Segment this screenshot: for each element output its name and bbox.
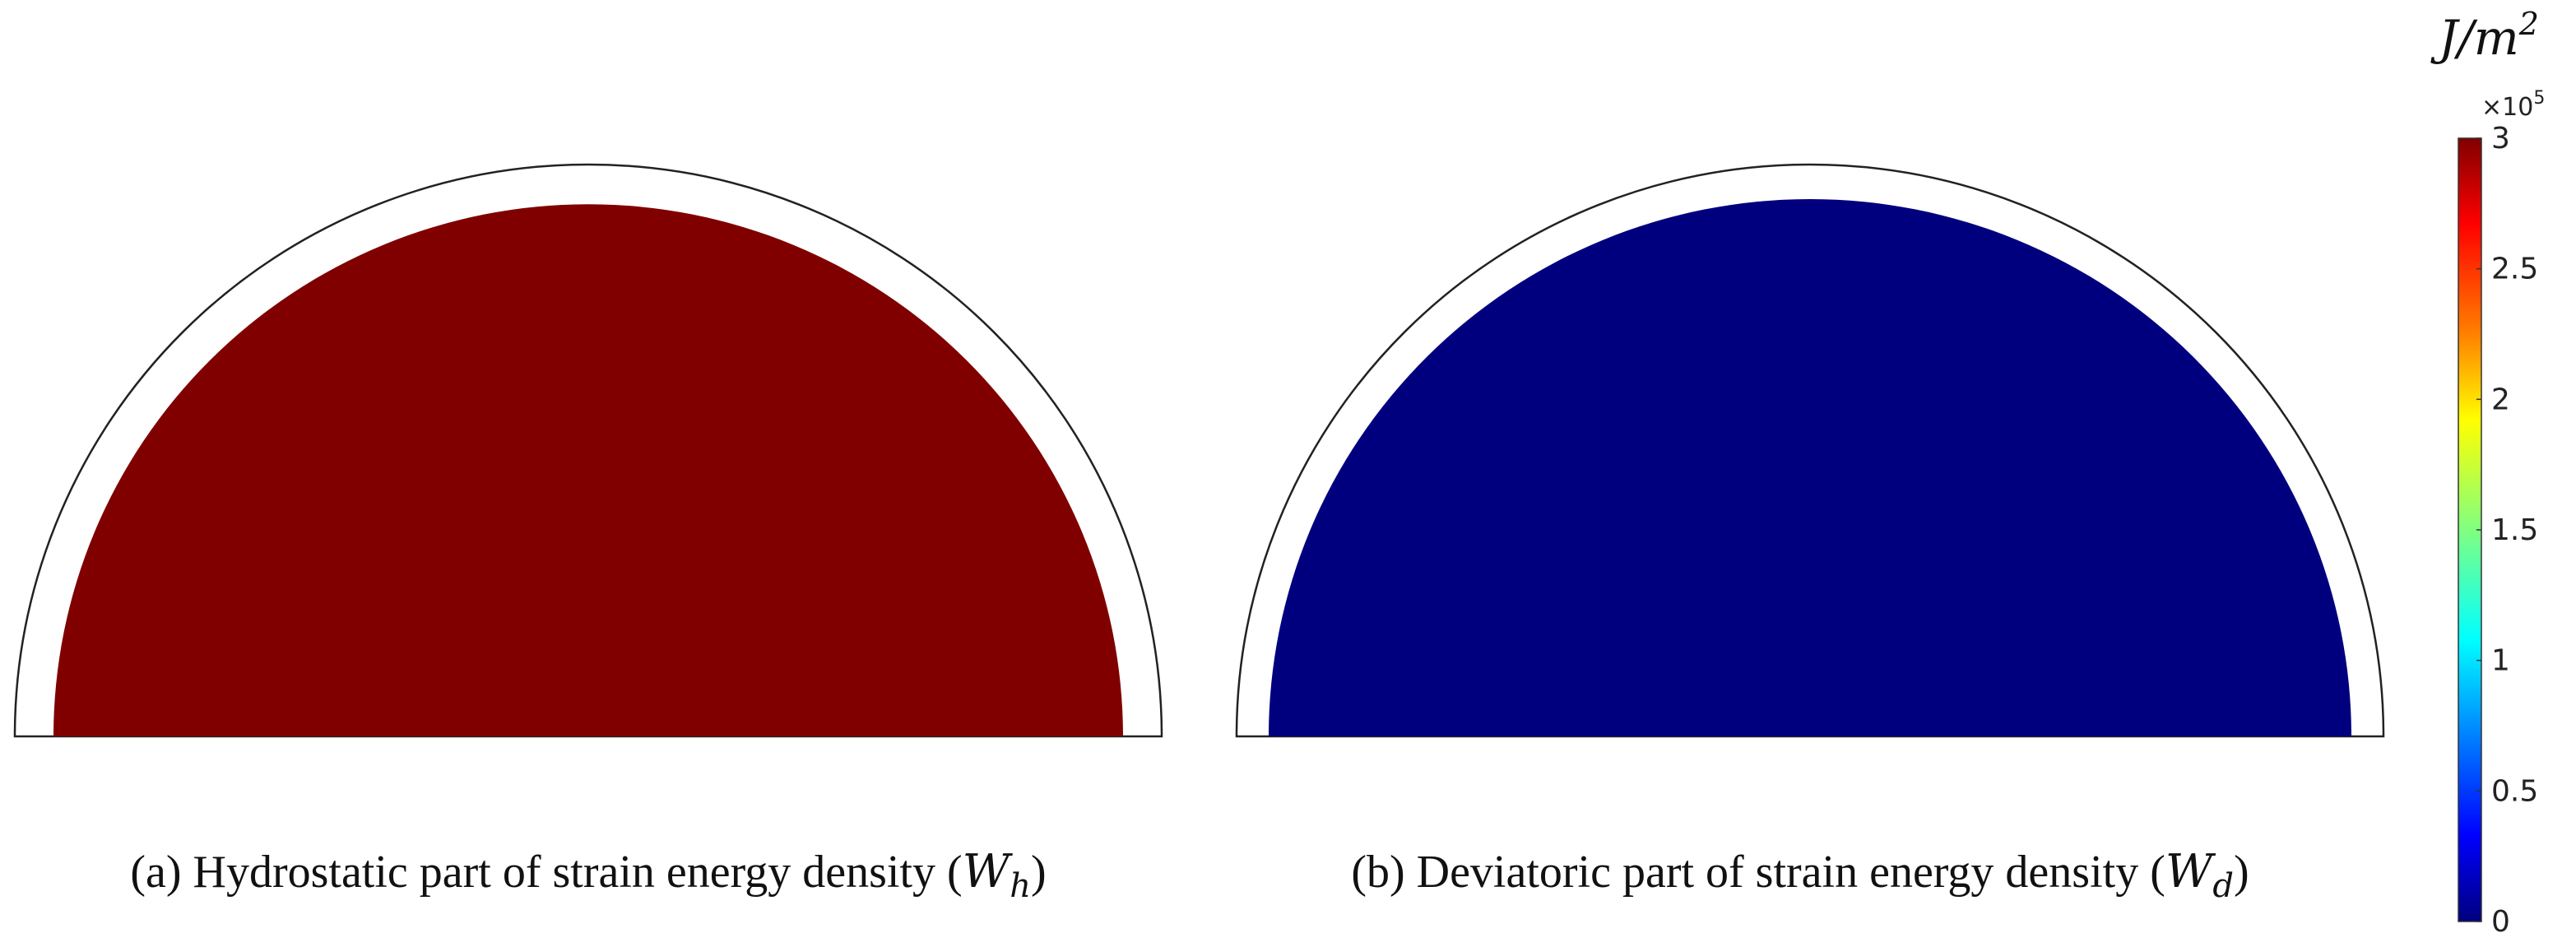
filled-domain-b [1269,199,2351,736]
colorbar-tick-label: 0.5 [2491,774,2538,808]
colorbar-ticks: 3 2.5 2 1.5 1 0.5 0 [2476,122,2538,939]
colorbar-tick-label: 0 [2491,905,2510,939]
colorbar-tick-label: 1.5 [2491,513,2538,547]
colorbar-tick-label: 1 [2491,644,2510,678]
caption-b: (b) Deviatoric part of strain energy den… [1351,845,2249,905]
colorbar-tick-label: 3 [2491,122,2510,156]
colorbar-multiplier-label: ×105 [2481,88,2545,122]
filled-domain-a [53,204,1123,736]
panel-b: (b) Deviatoric part of strain energy den… [1235,163,2385,905]
caption-a: (a) Hydrostatic part of strain energy de… [130,845,1046,905]
colorbar: J/m2 ×105 3 2.5 2 1.5 1 0.5 0 [2430,6,2545,939]
colorbar-tick-label: 2 [2491,383,2510,416]
colorbar-unit-label: J/m2 [2430,6,2539,66]
panel-a: (a) Hydrostatic part of strain energy de… [13,163,1163,905]
colorbar-tick-label: 2.5 [2491,253,2538,286]
